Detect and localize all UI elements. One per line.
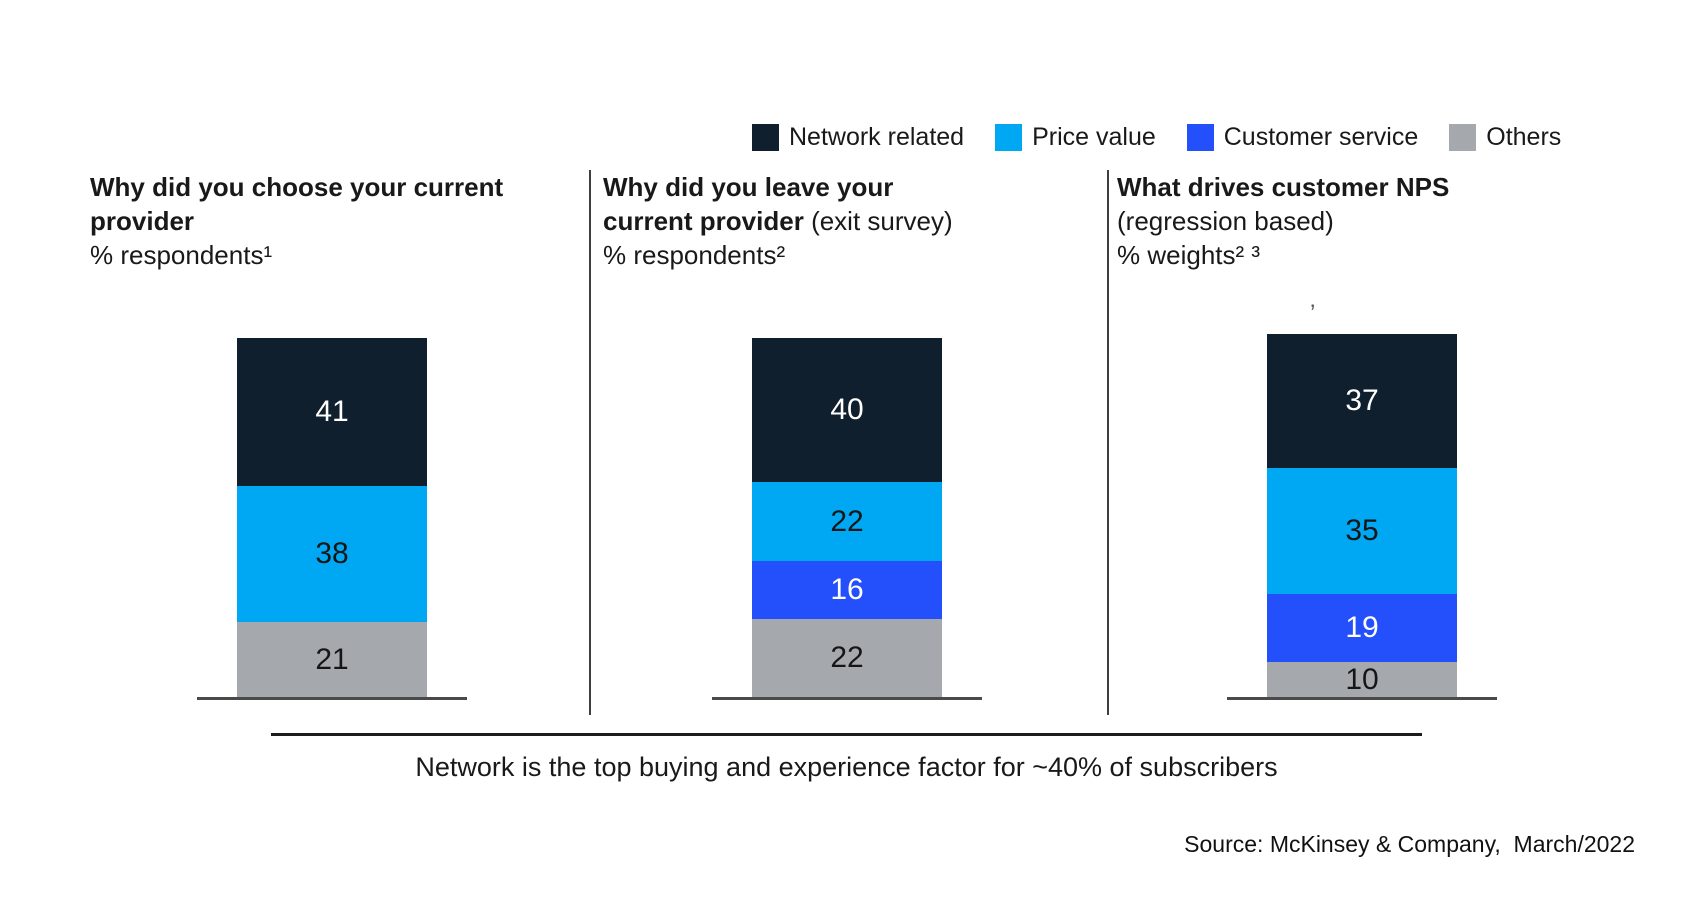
others-swatch-icon xyxy=(1449,124,1477,151)
legend: Network related Price value Customer ser… xyxy=(752,123,1561,152)
bar-segment-value-label: 10 xyxy=(1345,663,1379,696)
bar-segment-network-related: 37 xyxy=(1267,334,1457,468)
unit-label: % respondents¹ xyxy=(90,240,273,270)
legend-item-price-value: Price value xyxy=(995,123,1156,152)
stacked-bar-choose-provider: 41 38 21 xyxy=(237,338,427,698)
bar-segment-value-label: 19 xyxy=(1345,610,1379,644)
bar-segment-value-label: 22 xyxy=(830,641,864,675)
bar-segment-others: 21 xyxy=(237,622,427,698)
bar-segment-value-label: 38 xyxy=(315,537,349,570)
legend-item-network-related: Network related xyxy=(752,123,964,152)
title-qualifier: (exit survey) xyxy=(811,206,953,236)
title-qualifier: (regression based) xyxy=(1117,206,1334,236)
stacked-bar-leave-provider: 40 22 16 22 xyxy=(752,338,942,698)
unit-label: % weights² ³ xyxy=(1117,240,1261,270)
stacked-bar-nps-drivers: 37 35 19 10 xyxy=(1267,334,1457,698)
legend-label: Customer service xyxy=(1223,123,1419,151)
bar-segment-price-value: 22 xyxy=(752,482,942,562)
stray-apostrophe-mark: ’ xyxy=(1310,300,1316,327)
bar-axis-baseline xyxy=(197,697,467,700)
bar-axis-baseline xyxy=(1227,697,1497,700)
bar-segment-value-label: 37 xyxy=(1345,384,1379,418)
legend-label: Network related xyxy=(789,123,965,151)
bar-segment-value-label: 41 xyxy=(315,394,349,428)
legend-label: Price value xyxy=(1032,123,1156,151)
unit-label: % respondents² xyxy=(603,240,786,270)
legend-item-others: Others xyxy=(1449,123,1561,152)
bar-segment-value-label: 35 xyxy=(1345,513,1379,547)
section-divider-line xyxy=(589,170,591,715)
insight-separator-line xyxy=(271,733,1422,736)
legend-label: Others xyxy=(1486,123,1562,151)
customer-service-swatch-icon xyxy=(1186,124,1214,151)
section-divider-line xyxy=(1107,170,1109,715)
source-attribution: Source: McKinsey & Company, March/2022 xyxy=(1184,831,1635,857)
bar-segment-price-value: 35 xyxy=(1267,467,1457,594)
bar-axis-baseline xyxy=(712,697,982,700)
bar-segment-others: 22 xyxy=(752,618,942,698)
bar-segment-others: 10 xyxy=(1267,662,1457,698)
bar-segment-value-label: 22 xyxy=(830,504,864,538)
network-related-swatch-icon xyxy=(752,124,779,151)
title-text: Why did you choose your current provider xyxy=(90,172,504,236)
title-text: What drives customer NPS xyxy=(1117,172,1450,202)
section-title-nps-drivers: What drives customer NPS (regression bas… xyxy=(1117,170,1467,272)
bar-segment-customer-service: 19 xyxy=(1267,593,1457,662)
price-value-swatch-icon xyxy=(995,124,1023,151)
bar-segment-price-value: 38 xyxy=(237,485,427,623)
legend-item-customer-service: Customer service xyxy=(1186,123,1419,152)
bar-segment-value-label: 16 xyxy=(830,573,864,607)
title-text: Why did you leave your current provider xyxy=(603,172,894,236)
bar-segment-network-related: 40 xyxy=(752,338,942,483)
bar-segment-customer-service: 16 xyxy=(752,561,942,619)
section-title-leave-provider: Why did you leave your current provider … xyxy=(603,170,988,272)
bar-segment-value-label: 40 xyxy=(830,393,864,427)
section-title-choose-provider: Why did you choose your current provider… xyxy=(90,170,540,272)
bar-segment-network-related: 41 xyxy=(237,338,427,486)
bar-segment-value-label: 21 xyxy=(315,643,349,677)
insight-text: Network is the top buying and experience… xyxy=(415,752,1278,782)
